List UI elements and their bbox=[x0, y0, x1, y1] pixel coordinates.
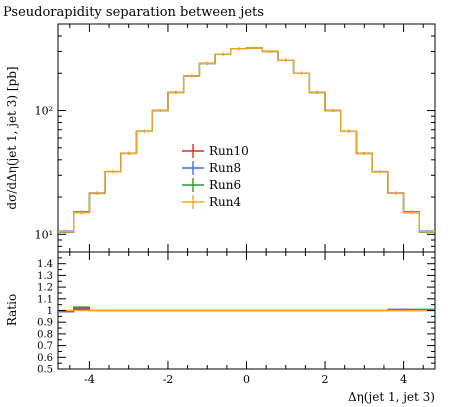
legend-label-run4: Run4 bbox=[209, 195, 241, 209]
ratio-tick-label: 0.5 bbox=[37, 365, 53, 376]
ratio-tick-label: 1.4 bbox=[37, 259, 53, 270]
series-line-run10 bbox=[58, 47, 435, 233]
main-y-ticks: 10¹ 10² bbox=[35, 23, 435, 247]
ratio-y-ticks: 0.50.60.70.80.911.11.21.31.4 bbox=[37, 257, 435, 376]
ratio-tick-label: 1 bbox=[47, 306, 53, 317]
ratio-tick-label: 0.8 bbox=[37, 329, 53, 340]
main-series-group bbox=[58, 46, 435, 234]
x-tick-label: -2 bbox=[163, 373, 174, 386]
ratio-tick-label: 1.3 bbox=[37, 271, 53, 282]
y-axis-label: dσ/dΔη(jet 1, jet 3) [pb] bbox=[5, 66, 19, 209]
x-tick-label: -4 bbox=[84, 373, 95, 386]
legend-label-run8: Run8 bbox=[209, 161, 241, 175]
x-axis-label: Δη(jet 1, jet 3) bbox=[348, 390, 435, 404]
ratio-series-group bbox=[58, 306, 435, 313]
legend-label-run10: Run10 bbox=[209, 144, 249, 158]
series-line-run4 bbox=[58, 47, 435, 233]
ratio-x-ticks: -4 -2 0 2 4 bbox=[69, 252, 424, 386]
legend-label-run6: Run6 bbox=[209, 178, 241, 192]
series-line-run6 bbox=[58, 47, 435, 233]
chart-title: Pseudorapidity separation between jets bbox=[3, 5, 264, 20]
ratio-tick-label: 0.9 bbox=[37, 318, 53, 329]
ratio-tick-label: 0.7 bbox=[37, 341, 53, 352]
ratio-panel: 0.50.60.70.80.911.11.21.31.4 -4 -2 0 2 4 bbox=[37, 251, 436, 386]
y-tick-label: 10¹ bbox=[35, 228, 53, 241]
x-tick-label: 2 bbox=[322, 373, 329, 386]
ratio-tick-label: 0.6 bbox=[37, 353, 53, 364]
y-tick-label: 10² bbox=[35, 105, 53, 118]
main-panel-frame bbox=[57, 23, 436, 253]
ratio-axis-label: Ratio bbox=[5, 294, 19, 326]
ratio-tick-label: 1.2 bbox=[37, 283, 53, 294]
x-tick-label: 0 bbox=[243, 373, 250, 386]
legend: Run10 Run8 Run6 Run4 bbox=[182, 144, 249, 209]
ratio-tick-label: 1.1 bbox=[37, 294, 53, 305]
x-tick-label: 4 bbox=[400, 373, 407, 386]
series-line-run8 bbox=[58, 47, 435, 232]
main-panel: 10¹ 10² Run10 Run8 Run6 Run4 bbox=[35, 23, 436, 253]
main-x-ticks bbox=[69, 24, 424, 252]
